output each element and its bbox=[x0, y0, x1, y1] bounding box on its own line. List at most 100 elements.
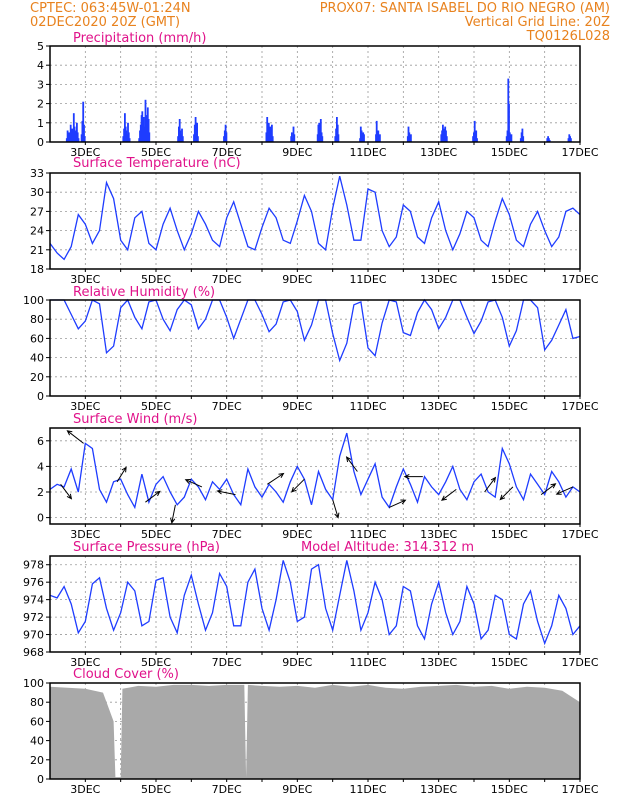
pressure-ytick-label: 968 bbox=[23, 646, 44, 659]
temp-ytick-label: 24 bbox=[30, 225, 44, 238]
precip-bar bbox=[337, 134, 340, 142]
precip-xtick-label: 17DEC bbox=[561, 146, 598, 159]
wind-xtick-label: 13DEC bbox=[420, 528, 457, 541]
cloud-xtick-label: 15DEC bbox=[491, 783, 528, 796]
precip-panel: 0 1 2 3 4 5 3DEC 5DEC 7DEC 9DEC 11DEC 13DEC 15DEC 17D… bbox=[37, 31, 599, 159]
precip-bar bbox=[336, 124, 339, 142]
pressure-title: Surface Pressure (hPa) bbox=[73, 540, 220, 555]
rh-ytick-label: 60 bbox=[30, 332, 44, 345]
precip-bar bbox=[522, 136, 525, 142]
cloud-xtick-label: 7DEC bbox=[212, 783, 242, 796]
precip-bar bbox=[181, 128, 183, 142]
wind-arrow bbox=[184, 479, 203, 488]
rh-ytick-label: 20 bbox=[30, 371, 44, 384]
precip-bar bbox=[145, 115, 148, 142]
rh-xtick-label: 17DEC bbox=[561, 400, 598, 413]
rh-xtick-label: 5DEC bbox=[141, 400, 171, 413]
header-location: CPTEC: 063:45W-01:24N bbox=[30, 1, 191, 16]
temp-ytick-label: 30 bbox=[30, 186, 44, 199]
wind-arrow bbox=[267, 472, 285, 485]
precip-bar bbox=[271, 124, 273, 142]
precip-title: Precipitation (mm/h) bbox=[73, 31, 206, 46]
rh-ytick-label: 40 bbox=[30, 352, 44, 365]
precip-bar bbox=[408, 132, 411, 142]
header-model: TQ0126L028 bbox=[526, 29, 610, 44]
pressure-ytick-label: 974 bbox=[23, 594, 44, 607]
precip-bar bbox=[83, 136, 86, 142]
pressure-xtick-label: 17DEC bbox=[561, 656, 598, 669]
precip-bar bbox=[521, 128, 524, 142]
precip-frame bbox=[49, 45, 581, 143]
precip-bar bbox=[128, 138, 131, 142]
temp-xtick-label: 9DEC bbox=[282, 273, 312, 286]
pressure-series-line bbox=[49, 560, 581, 646]
rh-xtick-label: 15DEC bbox=[491, 400, 528, 413]
wind-xtick-label: 9DEC bbox=[282, 528, 312, 541]
temp-xtick-label: 5DEC bbox=[141, 273, 171, 286]
temp-panel: 18 21 24 27 30 33 3DEC 5DEC 7DEC 9DEC 11DEC 13DEC 15… bbox=[30, 156, 599, 286]
precip-bar bbox=[148, 132, 151, 142]
pressure-xtick-label: 3DEC bbox=[70, 656, 100, 669]
rh-ytick-label: 80 bbox=[30, 313, 44, 326]
precip-bar bbox=[77, 138, 80, 142]
header-station: PROX07: SANTA ISABEL DO RIO NEGRO (AM) bbox=[320, 1, 610, 16]
pressure-frame bbox=[49, 555, 581, 653]
cloud-ytick-label: 0 bbox=[37, 773, 44, 786]
precip-bar bbox=[225, 132, 228, 142]
precip-bar bbox=[319, 119, 322, 142]
rh-series-line bbox=[50, 298, 581, 363]
temp-ytick-label: 33 bbox=[30, 167, 44, 180]
precip-ytick-label: 1 bbox=[37, 117, 44, 130]
wind-arrow bbox=[345, 456, 358, 472]
precip-bar bbox=[445, 136, 448, 142]
temp-frame bbox=[49, 172, 581, 270]
temp-ytick-label: 27 bbox=[30, 205, 44, 218]
wind-arrow bbox=[170, 504, 176, 524]
cloud-xtick-label: 11DEC bbox=[349, 783, 386, 796]
pressure-xtick-label: 11DEC bbox=[349, 656, 386, 669]
pressure-ytick-label: 976 bbox=[23, 576, 44, 589]
rh-frame bbox=[49, 299, 581, 397]
wind-panel: 0 2 4 6 3DEC 5DEC 7DEC 9DEC 11DEC 13DEC 15DEC 17DEC… bbox=[37, 412, 599, 541]
precip-xtick-label: 11DEC bbox=[349, 146, 386, 159]
temp-xtick-label: 3DEC bbox=[70, 273, 100, 286]
rh-ytick-label: 0 bbox=[37, 390, 44, 403]
pressure-xtick-label: 9DEC bbox=[282, 656, 312, 669]
cloud-xtick-label: 5DEC bbox=[141, 783, 171, 796]
precip-bar bbox=[375, 120, 378, 142]
wind-frame bbox=[49, 427, 581, 525]
wind-xtick-label: 7DEC bbox=[212, 528, 242, 541]
cloud-xtick-label: 9DEC bbox=[282, 783, 312, 796]
temp-ytick-label: 21 bbox=[30, 244, 44, 257]
wind-arrow bbox=[540, 483, 557, 495]
pressure-ytick-label: 978 bbox=[23, 559, 44, 572]
wind-arrow bbox=[555, 486, 574, 495]
temp-title: Surface Temperature (nC) bbox=[73, 156, 241, 171]
wind-arrow bbox=[484, 476, 497, 493]
pressure-xtick-label: 13DEC bbox=[420, 656, 457, 669]
wind-title: Surface Wind (m/s) bbox=[73, 412, 197, 427]
wind-ytick-label: 6 bbox=[37, 435, 44, 448]
cloud-ytick-label: 60 bbox=[30, 715, 44, 728]
precip-xtick-label: 15DEC bbox=[491, 146, 528, 159]
wind-arrow bbox=[60, 484, 73, 500]
wind-arrow bbox=[388, 499, 407, 508]
temp-xtick-label: 17DEC bbox=[561, 273, 598, 286]
precip-xtick-label: 5DEC bbox=[141, 146, 171, 159]
wind-ytick-label: 0 bbox=[37, 512, 44, 525]
precip-bar bbox=[363, 134, 365, 142]
precip-bar bbox=[181, 136, 184, 142]
header-grid-line: Vertical Grid Line: 20Z bbox=[465, 15, 610, 30]
pressure-ytick-label: 972 bbox=[23, 611, 44, 624]
wind-arrow bbox=[116, 466, 127, 483]
precip-ytick-label: 2 bbox=[37, 98, 44, 111]
rh-ytick-label: 100 bbox=[23, 294, 44, 307]
wind-xtick-label: 5DEC bbox=[141, 528, 171, 541]
rh-xtick-label: 13DEC bbox=[420, 400, 457, 413]
precip-bar bbox=[83, 124, 85, 142]
precip-ytick-label: 3 bbox=[37, 78, 44, 91]
pressure-xtick-label: 7DEC bbox=[212, 656, 242, 669]
rh-panel: 0 20 40 60 80 100 3DEC 5DEC 7DEC 9DEC 11DEC 13DEC 15… bbox=[23, 285, 599, 413]
precip-xtick-label: 7DEC bbox=[212, 146, 242, 159]
precip-bar bbox=[291, 132, 293, 142]
